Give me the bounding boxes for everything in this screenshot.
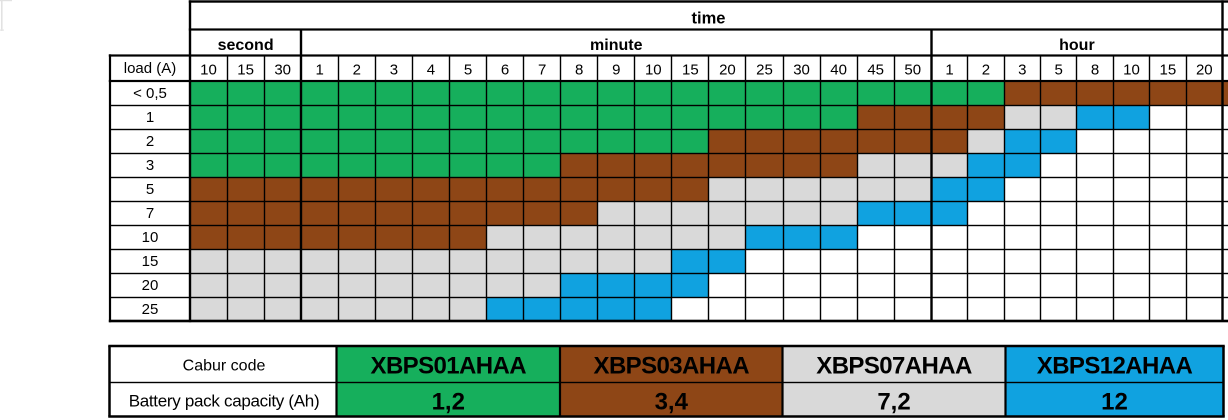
svg-text:10: 10 bbox=[1123, 62, 1140, 79]
svg-text:8: 8 bbox=[575, 62, 583, 79]
svg-text:1: 1 bbox=[146, 109, 154, 126]
svg-text:2: 2 bbox=[982, 62, 990, 79]
svg-text:XBPS01AHAA: XBPS01AHAA bbox=[371, 353, 527, 380]
svg-text:XBPS03AHAA: XBPS03AHAA bbox=[594, 353, 750, 380]
svg-text:load (A): load (A) bbox=[124, 60, 177, 77]
svg-text:2: 2 bbox=[353, 62, 361, 79]
svg-text:< 0,5: < 0,5 bbox=[133, 85, 167, 102]
svg-text:time: time bbox=[692, 9, 726, 27]
svg-text:40: 40 bbox=[830, 62, 847, 79]
svg-text:7,2: 7,2 bbox=[877, 389, 910, 416]
svg-text:3: 3 bbox=[146, 157, 154, 174]
svg-text:3: 3 bbox=[1018, 62, 1026, 79]
svg-text:5: 5 bbox=[1055, 62, 1063, 79]
svg-text:25: 25 bbox=[142, 301, 159, 318]
svg-text:20: 20 bbox=[1196, 62, 1213, 79]
svg-text:1: 1 bbox=[316, 62, 324, 79]
svg-text:15: 15 bbox=[142, 253, 159, 270]
svg-text:15: 15 bbox=[1160, 62, 1177, 79]
svg-text:Cabur code: Cabur code bbox=[183, 358, 266, 375]
svg-text:hour: hour bbox=[1059, 37, 1095, 54]
svg-text:8: 8 bbox=[1091, 62, 1099, 79]
svg-text:15: 15 bbox=[682, 62, 699, 79]
svg-text:10: 10 bbox=[142, 229, 159, 246]
svg-text:20: 20 bbox=[719, 62, 736, 79]
svg-text:3,4: 3,4 bbox=[655, 389, 689, 416]
svg-text:XBPS07AHAA: XBPS07AHAA bbox=[816, 353, 972, 380]
svg-text:3: 3 bbox=[390, 62, 398, 79]
svg-text:2: 2 bbox=[146, 133, 154, 150]
svg-text:25: 25 bbox=[756, 62, 773, 79]
svg-text:7: 7 bbox=[146, 205, 154, 222]
svg-text:12: 12 bbox=[1101, 389, 1128, 416]
svg-text:45: 45 bbox=[867, 62, 884, 79]
svg-text:Battery pack capacity (Ah): Battery pack capacity (Ah) bbox=[129, 392, 320, 411]
svg-text:15: 15 bbox=[237, 62, 254, 79]
svg-text:XBPS12AHAA: XBPS12AHAA bbox=[1037, 353, 1193, 380]
svg-text:10: 10 bbox=[200, 62, 217, 79]
svg-text:50: 50 bbox=[904, 62, 921, 79]
svg-text:5: 5 bbox=[464, 62, 472, 79]
svg-text:10: 10 bbox=[645, 62, 662, 79]
svg-text:30: 30 bbox=[793, 62, 810, 79]
svg-text:20: 20 bbox=[142, 277, 159, 294]
svg-text:4: 4 bbox=[427, 62, 435, 79]
svg-text:5: 5 bbox=[146, 181, 154, 198]
svg-text:7: 7 bbox=[538, 62, 546, 79]
svg-text:30: 30 bbox=[274, 62, 291, 79]
svg-text:minute: minute bbox=[590, 37, 643, 54]
svg-text:second: second bbox=[218, 37, 274, 54]
svg-text:6: 6 bbox=[501, 62, 509, 79]
svg-text:1,2: 1,2 bbox=[432, 389, 465, 416]
svg-text:1: 1 bbox=[945, 62, 953, 79]
svg-text:9: 9 bbox=[612, 62, 620, 79]
